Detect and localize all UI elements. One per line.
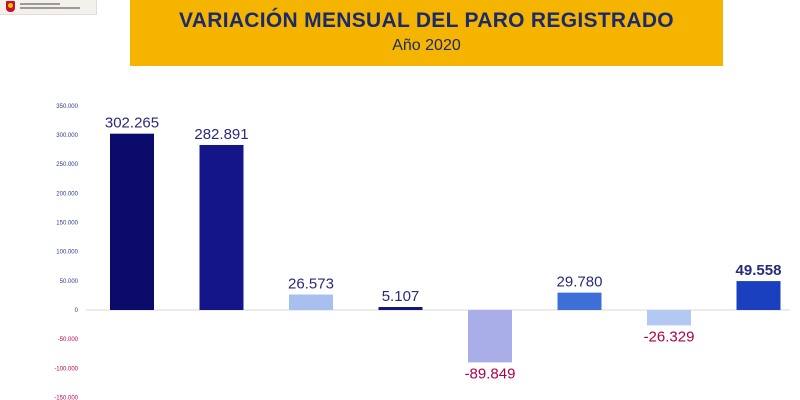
data-label: 26.573	[288, 275, 334, 292]
y-tick-label: 50.000	[60, 279, 79, 285]
data-label: 282.891	[194, 126, 248, 143]
y-tick-label: 200.000	[56, 191, 78, 197]
y-tick-label: 250.000	[56, 162, 78, 168]
y-tick-label: -50.000	[58, 337, 79, 343]
title-banner: VARIACIÓN MENSUAL DEL PARO REGISTRADO Añ…	[130, 0, 723, 66]
y-tick-label: -150.000	[54, 396, 78, 400]
y-tick-label: 100.000	[56, 250, 78, 256]
bar	[557, 292, 602, 310]
coat-of-arms-icon	[6, 1, 15, 12]
bar	[289, 294, 333, 310]
chart-title: VARIACIÓN MENSUAL DEL PARO REGISTRADO	[179, 9, 674, 32]
data-label: 302.265	[105, 115, 159, 132]
bar	[647, 310, 691, 326]
data-label: 49.558	[736, 262, 782, 279]
government-logo	[0, 0, 97, 15]
bar	[468, 310, 512, 363]
bar	[199, 144, 244, 310]
y-tick-label: -100.000	[54, 366, 78, 372]
y-tick-label: 150.000	[56, 221, 78, 227]
chart-subtitle: Año 2020	[392, 37, 461, 54]
data-label: 29.780	[557, 274, 603, 291]
data-label: 5.107	[382, 288, 420, 305]
bar	[110, 133, 154, 310]
data-label: -89.849	[465, 365, 516, 382]
bar	[378, 307, 423, 310]
y-tick-label: 0	[75, 308, 79, 314]
y-tick-label: 300.000	[56, 133, 78, 139]
bar	[736, 281, 781, 310]
y-tick-label: 350.000	[56, 104, 78, 110]
data-label: -26.329	[644, 328, 695, 345]
